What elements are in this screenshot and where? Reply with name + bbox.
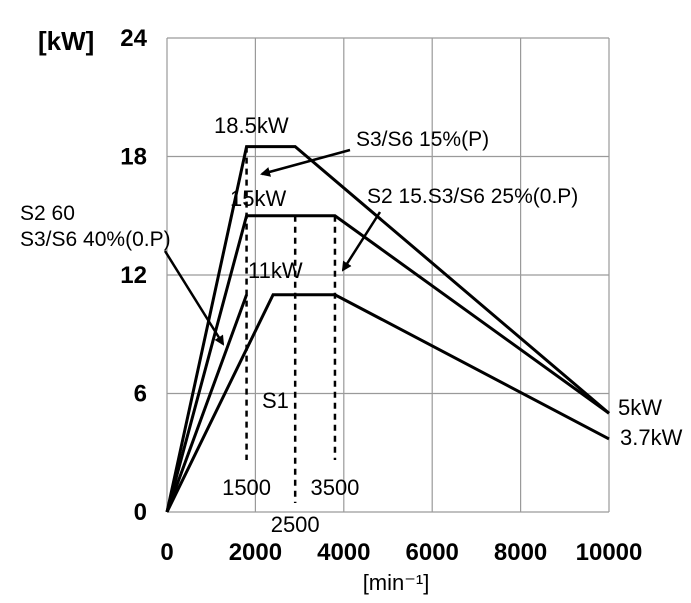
series-line	[165, 294, 248, 513]
x-axis-label: [min⁻¹]	[363, 570, 430, 595]
arrow-s3s6-15	[260, 148, 351, 177]
annotation-s2-60-line2: S3/S6 40%(0.P)	[20, 228, 171, 251]
guide-lines	[245, 146, 337, 503]
annotation-5kw: 5kW	[618, 395, 662, 420]
annotation-3-7kw: 3.7kW	[620, 425, 683, 450]
guide-label: 2500	[271, 512, 320, 537]
annotation-15kw: 15kW	[230, 186, 286, 211]
annotation-s1: S1	[262, 388, 289, 413]
guide-label: 1500	[222, 475, 271, 500]
guide-label: 3500	[310, 475, 359, 500]
y-tick-label: 0	[134, 499, 147, 526]
series-lines	[165, 145, 610, 513]
x-tick-label: 2000	[229, 539, 282, 566]
series-line	[165, 293, 610, 513]
annotation-18-5kw: 18.5kW	[214, 113, 289, 138]
y-axis-label: [kW]	[38, 26, 94, 56]
series-line	[165, 214, 610, 513]
y-tick-label: 18	[120, 144, 147, 171]
arrow-s2-60	[163, 250, 225, 346]
series-line	[165, 145, 610, 513]
x-tick-label: 0	[160, 539, 173, 566]
grid	[166, 37, 610, 513]
y-tick-label: 12	[120, 262, 147, 289]
x-tick-label: 6000	[406, 539, 459, 566]
y-tick-label: 6	[134, 381, 147, 408]
annotation-s3s6-15: S3/S6 15%(P)	[356, 128, 489, 151]
x-tick-label: 4000	[317, 539, 370, 566]
y-tick-label: 24	[120, 25, 147, 52]
annotation-s2-60-line1: S2 60	[20, 202, 75, 225]
annotation-s2-15: S2 15.S3/S6 25%(0.P)	[367, 185, 578, 208]
x-tick-label: 8000	[494, 539, 547, 566]
annotation-11kw: 11kW	[248, 258, 303, 283]
arrow-s2-15	[341, 211, 382, 272]
x-tick-label: 10000	[576, 539, 643, 566]
